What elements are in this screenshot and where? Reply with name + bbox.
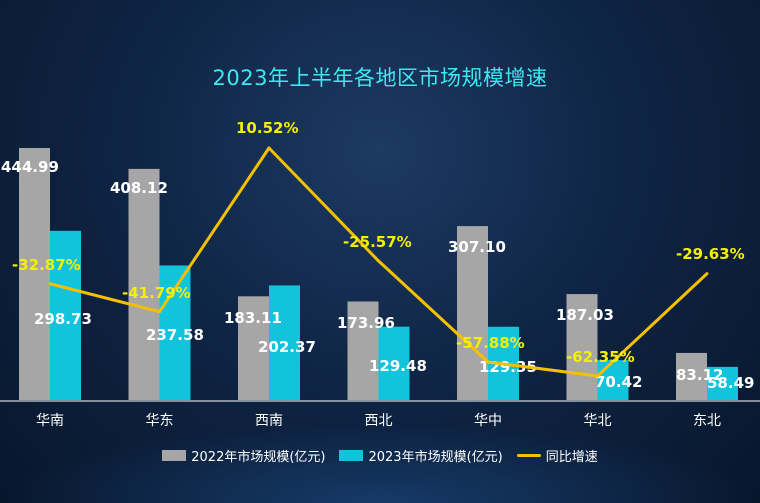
- bar-label-2022-3: 173.96: [337, 314, 395, 332]
- bar-2022-0: [19, 148, 50, 400]
- x-tick-label-6: 东北: [693, 413, 721, 429]
- growth-label-1: -41.79%: [122, 284, 191, 302]
- bar-label-2023-0: 298.73: [34, 310, 92, 328]
- bar-label-2022-2: 183.11: [224, 309, 282, 327]
- growth-point-3: [377, 259, 380, 263]
- bar-label-2022-1: 408.12: [110, 179, 168, 197]
- chart-title: 2023年上半年各地区市场规模增速: [212, 66, 548, 90]
- x-tick-label-3: 西北: [365, 413, 393, 429]
- bar-2022-4: [457, 226, 488, 400]
- bar-label-2023-6: 58.49: [707, 374, 754, 392]
- growth-label-0: -32.87%: [12, 256, 81, 274]
- bar-label-2023-5: 70.42: [595, 373, 642, 391]
- bar-label-2023-2: 202.37: [258, 338, 316, 356]
- legend-item-2023[interactable]: 2023年市场规模(亿元): [339, 446, 503, 465]
- legend-item-2022[interactable]: 2022年市场规模(亿元): [162, 446, 325, 465]
- bar-2023-5: [597, 360, 629, 400]
- bar-2022-2: [238, 296, 269, 400]
- growth-point-5: [596, 374, 599, 378]
- growth-label-6: -29.63%: [676, 245, 745, 263]
- bar-2023-3: [378, 326, 410, 400]
- growth-label-4: -57.88%: [456, 334, 525, 352]
- bar-2022-6: [676, 352, 707, 400]
- legend-swatch-2022: [162, 450, 187, 461]
- bar-2023-0: [50, 230, 81, 400]
- bar-label-2022-0: 444.99: [1, 158, 59, 176]
- bar-label-2022-6: 83.12: [676, 366, 723, 384]
- bar-label-2022-5: 187.03: [556, 306, 614, 324]
- growth-point-1: [158, 310, 161, 314]
- growth-label-3: -25.57%: [343, 233, 412, 251]
- x-tick-label-0: 华南: [36, 413, 64, 429]
- legend-swatch-growth: [516, 454, 541, 457]
- growth-point-6: [705, 272, 709, 276]
- bar-label-2023-1: 237.58: [146, 326, 204, 344]
- legend: 2022年市场规模(亿元) 2023年市场规模(亿元) 同比增速: [0, 446, 760, 465]
- x-tick-label-1: 华东: [146, 413, 174, 429]
- bar-2022-1: [128, 168, 160, 400]
- legend-label-growth: 同比增速: [545, 450, 598, 465]
- bar-label-2022-4: 307.10: [448, 238, 506, 256]
- x-tick-label-2: 西南: [255, 413, 283, 429]
- growth-label-5: -62.35%: [566, 348, 635, 366]
- growth-point-4: [486, 360, 490, 364]
- x-tick-label-5: 华北: [584, 413, 612, 429]
- bar-2022-3: [347, 301, 379, 400]
- bar-2022-5: [566, 294, 598, 400]
- bar-2023-6: [707, 366, 738, 400]
- bar-label-2023-3: 129.48: [369, 357, 427, 375]
- growth-label-2: 10.52%: [236, 119, 298, 137]
- legend-swatch-2023: [339, 450, 364, 461]
- x-tick-label-4: 华中: [474, 413, 502, 429]
- bar-2023-2: [269, 285, 300, 400]
- legend-label-2022: 2022年市场规模(亿元): [191, 450, 326, 465]
- legend-item-growth[interactable]: 同比增速: [516, 446, 598, 465]
- growth-point-2: [267, 146, 271, 150]
- legend-label-2023: 2023年市场规模(亿元): [368, 450, 503, 465]
- growth-point-0: [48, 282, 52, 286]
